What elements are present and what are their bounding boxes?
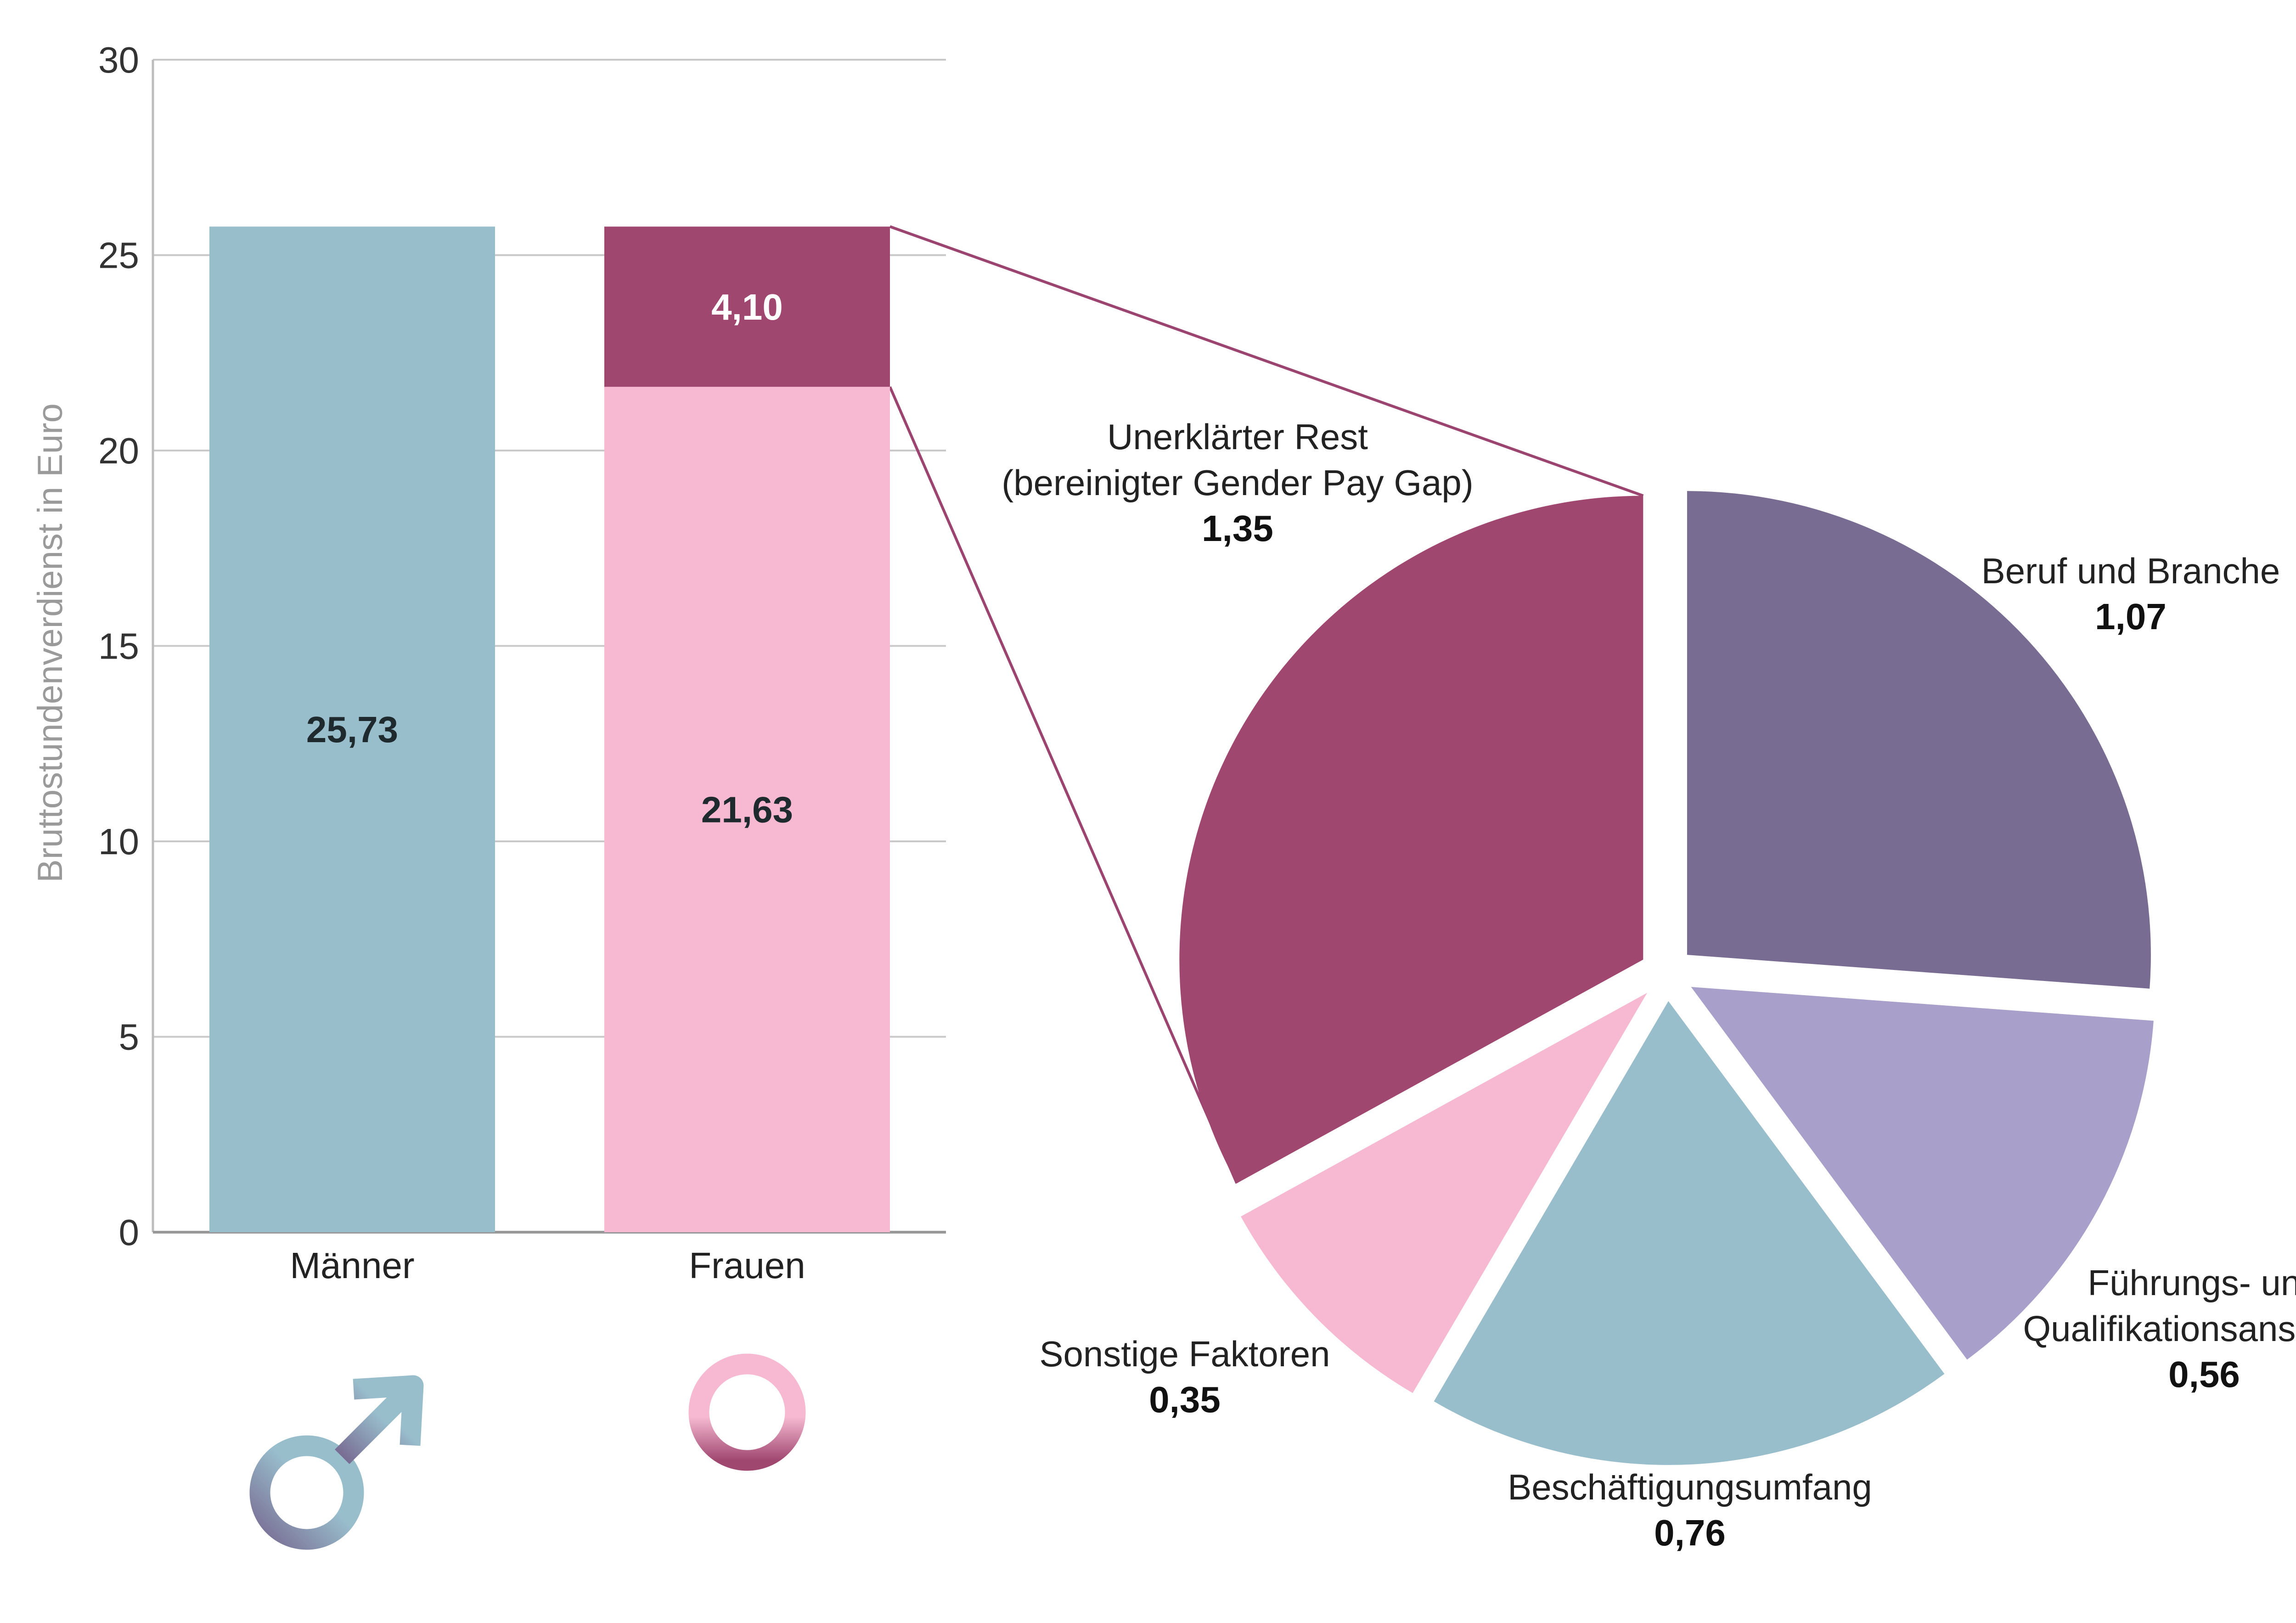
y-tick-label: 30	[98, 39, 139, 80]
pie-slice-value: 0,76	[1654, 1512, 1726, 1553]
bar-value-label: 21,63	[701, 789, 793, 830]
pie-slice-label: Beruf und Branche	[1981, 551, 2280, 591]
bar-segment-0-0	[209, 226, 495, 1233]
y-tick-label: 25	[98, 235, 139, 276]
pie-slice-label: Unerklärter Rest	[1107, 417, 1368, 457]
pie-slice-value: 0,35	[1149, 1379, 1221, 1420]
pie-labels: Beruf und Branche 1,07 Führungs- und Qualif…	[1002, 417, 2296, 1553]
x-category-label: Männer	[290, 1245, 414, 1286]
connector-line-top	[889, 225, 1644, 497]
pie-slice-1	[1691, 986, 2154, 1360]
bar-value-label: 4,10	[711, 287, 783, 327]
gap-connector-lines	[889, 225, 1644, 1184]
pie-slice-value: 1,07	[2095, 596, 2167, 637]
y-tick-label: 20	[98, 430, 139, 471]
x-category-label: Frauen	[689, 1245, 805, 1286]
y-tick-label: 15	[98, 626, 139, 667]
pie-slice-0	[1687, 491, 2151, 989]
male-symbol-icon	[249, 1375, 424, 1550]
y-tick-label: 10	[98, 821, 139, 862]
y-axis-title: Bruttostundenverdienst in Euro	[31, 403, 70, 883]
pie-slice-label: Führungs- und	[2088, 1262, 2296, 1303]
female-symbol-icon	[688, 1353, 806, 1543]
pie-slice-label: Qualifikationsanspruch	[2023, 1308, 2296, 1349]
pie-slice-label: (bereinigter Gender Pay Gap)	[1002, 462, 1474, 503]
bar-segment-1-1	[604, 387, 890, 1232]
bar-value-label: 25,73	[306, 709, 398, 750]
connector-line-bottom	[889, 386, 1238, 1184]
y-tick-label: 0	[119, 1212, 140, 1253]
pie-slice-label: Sonstige Faktoren	[1039, 1334, 1330, 1374]
pie-slice-value: 0,56	[2168, 1354, 2240, 1395]
bars: 25,73 21,63 4,10	[209, 226, 890, 1233]
y-tick-label: 5	[119, 1017, 140, 1058]
pie-slice-4	[1179, 496, 1643, 1183]
pie-slices	[1179, 491, 2154, 1465]
pie-slice-label: Beschäftigungsumfang	[1508, 1467, 1872, 1507]
pie-slice-2	[1434, 1001, 1945, 1465]
pie-slice-3	[1241, 992, 1648, 1393]
pie-slice-value: 1,35	[1202, 508, 1273, 549]
bar-segment-1-2	[604, 226, 890, 387]
